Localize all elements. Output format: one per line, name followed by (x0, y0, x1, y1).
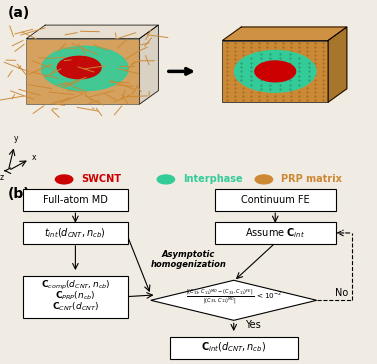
Bar (222, 40, 328, 102)
Circle shape (255, 175, 273, 184)
Bar (26, 39, 139, 104)
Circle shape (234, 51, 316, 92)
Text: $\mathbf{C}_{comp}(d_{CNT}, n_{cb})$: $\mathbf{C}_{comp}(d_{CNT}, n_{cb})$ (41, 279, 110, 292)
Polygon shape (328, 27, 347, 102)
Text: PRP matrix: PRP matrix (281, 174, 342, 185)
Polygon shape (151, 280, 317, 320)
FancyBboxPatch shape (215, 189, 336, 211)
Circle shape (57, 56, 101, 79)
Circle shape (55, 175, 73, 184)
Text: x: x (31, 153, 36, 162)
Text: Continuum FE: Continuum FE (241, 195, 310, 205)
FancyBboxPatch shape (23, 276, 128, 317)
Text: Yes: Yes (245, 320, 261, 330)
Circle shape (41, 46, 128, 91)
Text: Assume $\mathbf{C}_{int}$: Assume $\mathbf{C}_{int}$ (245, 226, 305, 240)
Text: z: z (0, 173, 4, 182)
Text: No: No (334, 288, 348, 298)
Polygon shape (222, 27, 347, 40)
Text: Asymptotic
homogenization: Asymptotic homogenization (150, 250, 227, 269)
Circle shape (255, 61, 296, 82)
Text: $\mathbf{C}_{CNT}(d_{CNT})$: $\mathbf{C}_{CNT}(d_{CNT})$ (52, 300, 99, 313)
Text: $\frac{|(C_{33},C_{11})^{MD}-(C_{33},C_{11})^{FE}|}{|(C_{33},C_{11})^{MD}|}$ $< : $\frac{|(C_{33},C_{11})^{MD}-(C_{33},C_{… (185, 288, 282, 307)
Text: $\mathbf{C}_{PRP}(n_{cb})$: $\mathbf{C}_{PRP}(n_{cb})$ (55, 289, 96, 302)
Text: Full-atom MD: Full-atom MD (43, 195, 108, 205)
FancyBboxPatch shape (23, 222, 128, 244)
Polygon shape (139, 25, 158, 104)
Text: y: y (14, 134, 18, 143)
FancyBboxPatch shape (215, 222, 336, 244)
Text: Interphase: Interphase (183, 174, 243, 185)
Text: (a): (a) (8, 6, 30, 20)
Text: SWCNT: SWCNT (81, 174, 121, 185)
FancyBboxPatch shape (170, 337, 298, 359)
Text: (b): (b) (8, 187, 30, 201)
Circle shape (157, 175, 175, 184)
Text: $t_{int}(d_{CNT}, n_{cb})$: $t_{int}(d_{CNT}, n_{cb})$ (44, 226, 106, 240)
FancyBboxPatch shape (23, 189, 128, 211)
Polygon shape (26, 25, 158, 39)
Text: $\mathbf{C}_{int}(d_{CNT}, n_{cb})$: $\mathbf{C}_{int}(d_{CNT}, n_{cb})$ (201, 341, 267, 355)
